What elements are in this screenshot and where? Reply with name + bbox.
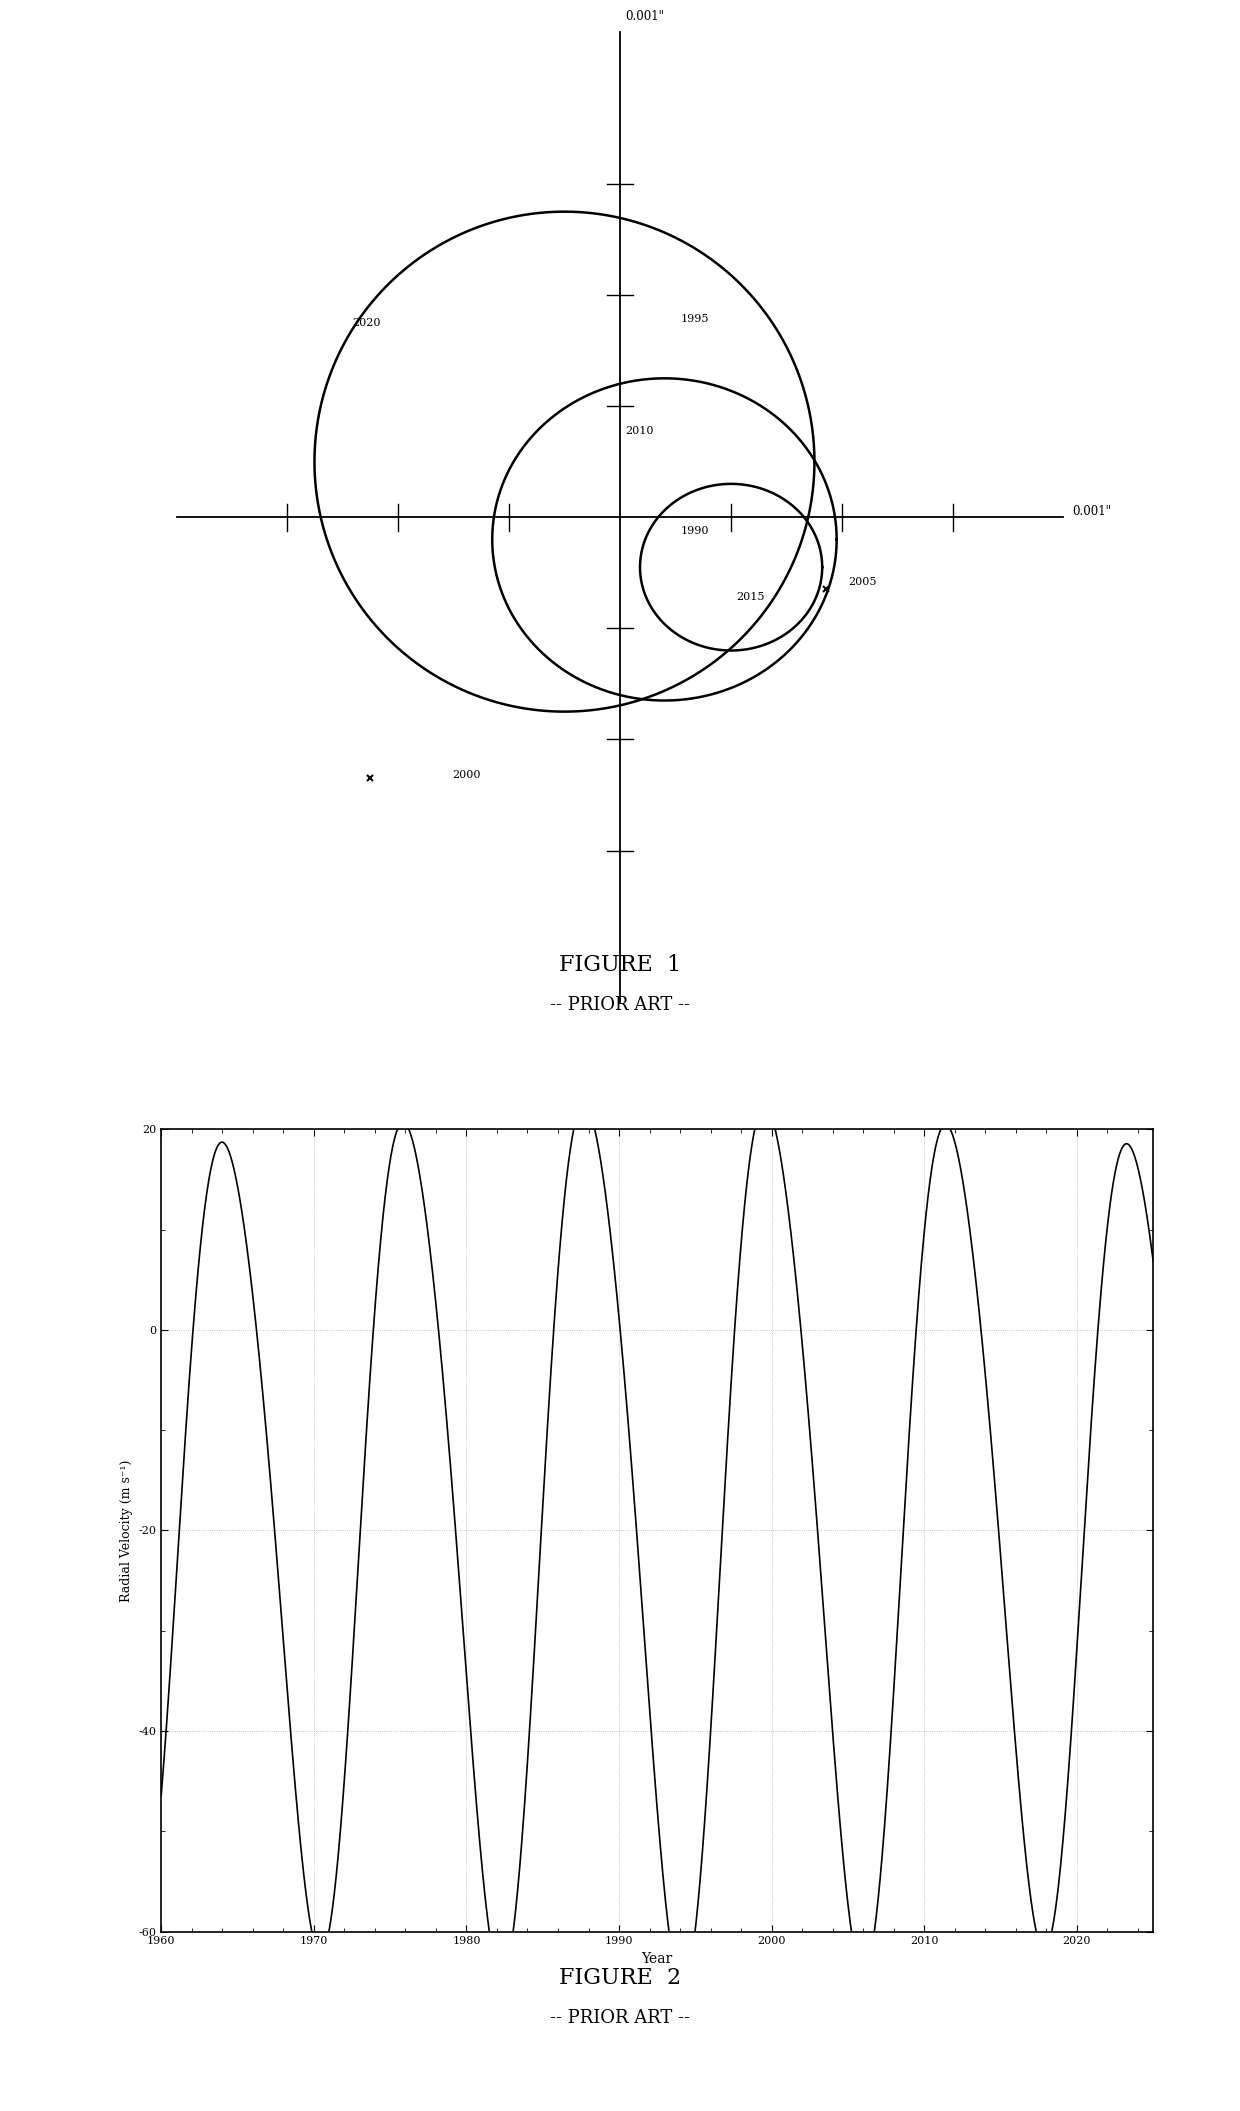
Text: FIGURE  1: FIGURE 1 [559,954,681,975]
Text: 0.001": 0.001" [1071,505,1111,517]
Text: FIGURE  2: FIGURE 2 [559,1967,681,1989]
Text: 2000: 2000 [453,771,481,779]
Text: -- PRIOR ART --: -- PRIOR ART -- [551,2010,689,2027]
Text: 1995: 1995 [681,315,709,325]
Text: 0.001": 0.001" [625,11,665,23]
Text: -- PRIOR ART --: -- PRIOR ART -- [551,996,689,1013]
Text: 2015: 2015 [737,593,765,602]
Text: 1990: 1990 [681,526,709,536]
Text: 2010: 2010 [625,426,653,435]
Y-axis label: Radial Velocity (m s⁻¹): Radial Velocity (m s⁻¹) [120,1459,133,1602]
Text: 2005: 2005 [848,576,877,587]
Text: 2020: 2020 [352,319,381,327]
X-axis label: Year: Year [641,1953,673,1965]
